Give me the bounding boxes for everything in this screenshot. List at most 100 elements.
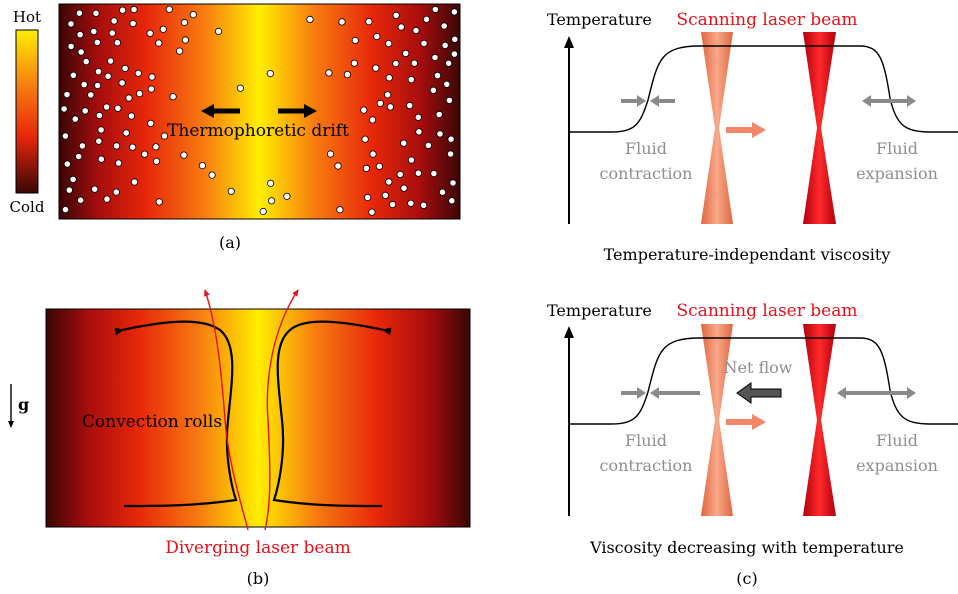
particle (406, 101, 414, 110)
particle (95, 111, 104, 120)
particle (446, 150, 455, 158)
particle (130, 178, 139, 186)
faded-beam (701, 32, 733, 224)
particle (69, 175, 77, 183)
particle (429, 86, 437, 94)
temperature-axis-label: Temperature (547, 10, 652, 29)
panel-b: g Convection rolls Diverging laser beam … (8, 289, 471, 588)
particle (450, 8, 458, 16)
particle (334, 162, 342, 170)
particle (400, 184, 408, 192)
particle (385, 39, 393, 48)
contraction-arrows (621, 387, 700, 399)
temperature-profile (569, 337, 958, 425)
particle (63, 90, 71, 99)
particle (129, 19, 137, 28)
convection-rolls (114, 320, 392, 508)
active-beam (803, 32, 836, 224)
particle (90, 27, 98, 36)
particle (266, 70, 274, 78)
particle (430, 169, 438, 178)
particle (67, 42, 75, 51)
particle (77, 48, 85, 56)
particle (81, 107, 89, 115)
caption-c: (c) (736, 569, 757, 588)
particle (65, 186, 73, 194)
particle (351, 36, 359, 45)
particle (114, 104, 122, 112)
particle (412, 26, 420, 35)
particle (360, 106, 368, 114)
particle (95, 137, 103, 145)
particle (152, 143, 160, 151)
particle (375, 162, 383, 170)
fluid-expansion-label-2: expansion (856, 456, 938, 475)
particle (422, 15, 431, 23)
beam-motion-arrow (726, 122, 766, 138)
active-beam (803, 324, 836, 516)
particle (433, 72, 442, 80)
particle (444, 59, 453, 67)
particle (424, 141, 432, 149)
particle (169, 93, 177, 101)
particle (385, 74, 393, 82)
fluid-contraction-label-1: Fluid (625, 431, 667, 450)
contraction-arrows (621, 95, 675, 107)
particle (127, 112, 135, 120)
particle (136, 90, 144, 98)
fluid-contraction-label-2: contraction (600, 456, 693, 475)
particle (110, 17, 118, 25)
particle (91, 185, 99, 193)
particle (440, 22, 448, 30)
particle (61, 132, 70, 140)
particle (180, 151, 188, 159)
particle (75, 9, 84, 17)
particle (75, 152, 83, 161)
temperature-profile (569, 45, 958, 133)
particle (208, 171, 216, 179)
particle (368, 116, 377, 124)
particle (388, 200, 397, 209)
particle (338, 18, 346, 26)
particle (180, 18, 189, 27)
net-flow-arrow (736, 382, 782, 404)
particle (160, 132, 168, 140)
particle (343, 71, 351, 79)
colorbar (15, 29, 39, 194)
caption-b: (b) (247, 569, 270, 588)
particle (420, 39, 428, 48)
particle (386, 103, 394, 111)
particle (443, 80, 451, 88)
particle (431, 5, 439, 13)
particle (82, 57, 90, 66)
particle (368, 208, 376, 216)
particle (108, 29, 116, 37)
particle (113, 142, 121, 150)
particle (67, 20, 75, 28)
particle (176, 47, 184, 55)
particle (148, 73, 156, 81)
particle (159, 25, 167, 33)
particle (283, 192, 291, 200)
particle (376, 99, 384, 108)
particle (410, 59, 418, 67)
particle (147, 85, 155, 93)
colorbar-hot-label: Hot (13, 8, 41, 26)
particle (259, 207, 267, 216)
particle (336, 206, 344, 214)
particle (87, 91, 95, 99)
particle (93, 38, 101, 47)
particle (415, 128, 423, 136)
particle (115, 159, 123, 167)
particle (92, 9, 100, 17)
particle (407, 199, 415, 207)
particle (407, 156, 415, 164)
fluid-expansion-label-1: Fluid (876, 431, 918, 450)
particle (363, 193, 372, 202)
particle (155, 39, 163, 47)
convection-rolls-label: Convection rolls (82, 412, 222, 432)
particle (198, 162, 206, 170)
fluid-contraction-label-1: Fluid (625, 139, 667, 158)
particle (112, 188, 120, 196)
particle (113, 39, 122, 47)
